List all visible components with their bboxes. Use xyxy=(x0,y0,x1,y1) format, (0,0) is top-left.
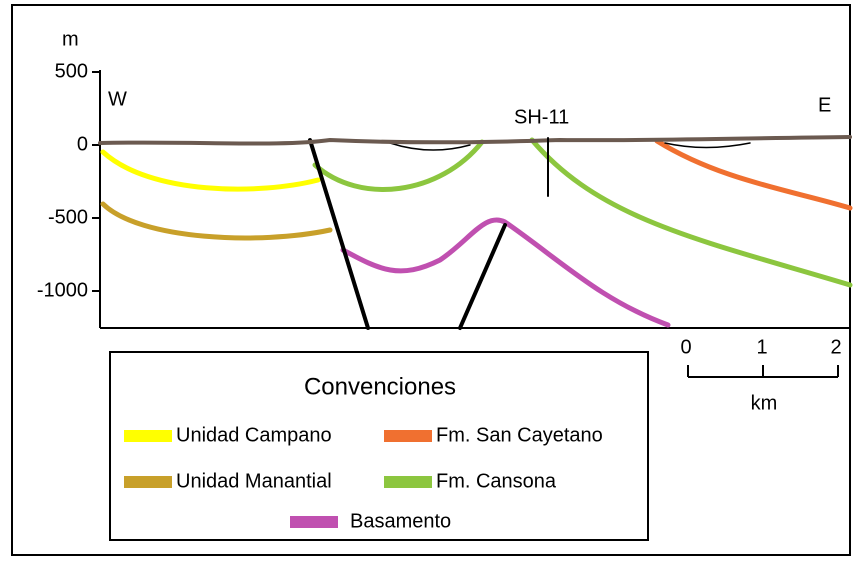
campano xyxy=(103,152,318,189)
cansona-left xyxy=(315,142,482,189)
y-tick-label: -500 xyxy=(48,206,88,228)
frame xyxy=(12,5,850,555)
y-tick-label: 500 xyxy=(55,60,88,82)
legend-items: Unidad Campano Fm. San Cayetano Unidad Man… xyxy=(124,424,603,532)
legend-title: Convenciones xyxy=(304,373,456,400)
scale-bar xyxy=(688,365,838,377)
basamento xyxy=(343,220,668,325)
west-label: W xyxy=(108,88,127,110)
y-tick-label: 0 xyxy=(77,133,88,155)
legend-label: Fm. Cansona xyxy=(436,470,557,492)
scale-tick: 2 xyxy=(830,336,841,358)
legend-swatch xyxy=(124,430,172,442)
scale-tick: 0 xyxy=(680,336,691,358)
scale-tick: 1 xyxy=(756,336,767,358)
legend-swatch xyxy=(290,516,338,528)
y-tick-label: -1000 xyxy=(37,279,88,301)
legend-swatch xyxy=(384,476,432,488)
y-ticks xyxy=(92,72,100,291)
legend-label: Basamento xyxy=(350,510,451,532)
axis-unit: m xyxy=(62,28,79,50)
manantial xyxy=(103,204,330,238)
east-label: E xyxy=(818,94,831,116)
lens xyxy=(665,143,750,148)
scale-unit: km xyxy=(751,392,778,414)
legend-swatch xyxy=(124,476,172,488)
san-cayetano xyxy=(657,141,850,208)
well-label: SH-11 xyxy=(514,106,569,128)
diagram: m 500 0 -500 -1000 W E SH-11 0 1 2 km Co… xyxy=(0,0,856,561)
surface xyxy=(100,137,850,144)
legend-label: Fm. San Cayetano xyxy=(436,424,603,446)
legend-swatch xyxy=(384,430,432,442)
legend-label: Unidad Manantial xyxy=(176,470,332,492)
legend-label: Unidad Campano xyxy=(176,424,332,446)
layers xyxy=(100,137,850,328)
